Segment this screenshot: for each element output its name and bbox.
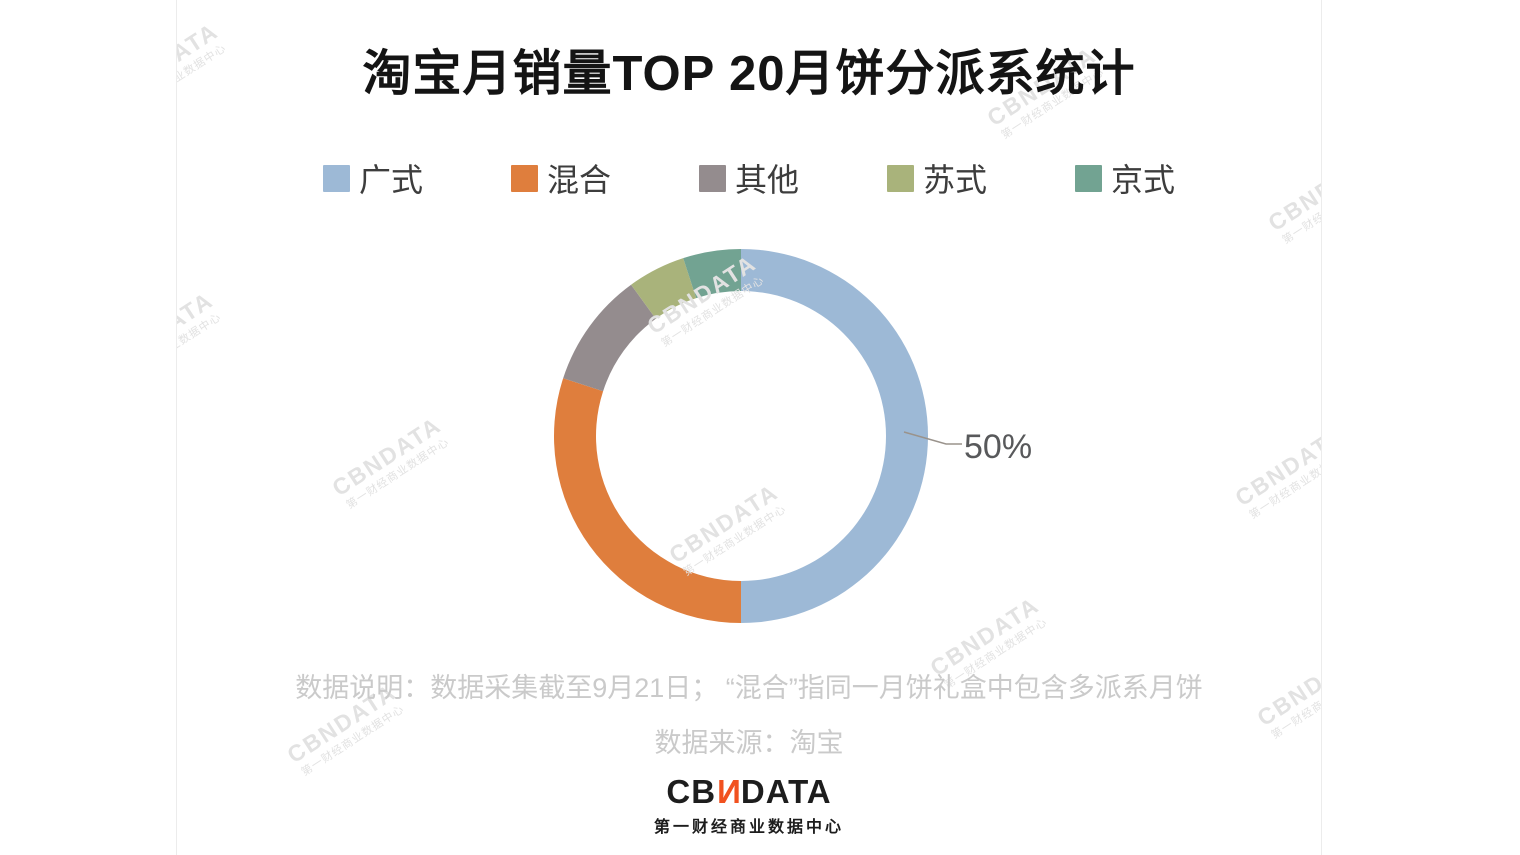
logo-accent-n: N	[716, 773, 741, 810]
infographic-canvas: CBNDATA 第一财经商业数据中心 CBNDATA 第一财经商业数据中心 CB…	[176, 0, 1322, 855]
watermark-brand: CBNDATA	[176, 286, 218, 377]
legend-label: 广式	[358, 162, 423, 198]
cbndata-logo: CBNDATA 第一财经商业数据中心	[177, 773, 1321, 837]
legend-swatch-qita	[698, 164, 726, 192]
watermark-brand: CBNDATA	[1230, 421, 1322, 512]
legend-label: 京式	[1111, 162, 1176, 198]
pie-slice-其他	[563, 284, 656, 392]
legend-label: 混合	[546, 162, 611, 198]
logo-suffix: DATA	[740, 773, 832, 810]
data-source: 数据来源：淘宝	[654, 728, 844, 758]
pie-slice-广式	[741, 249, 928, 623]
pie-slice-苏式	[631, 258, 697, 319]
watermark: CBNDATA 第一财经商业数据中心	[317, 405, 465, 520]
chart-title: 淘宝月销量TOP 20月饼分派系统计	[362, 47, 1136, 101]
watermark-subtitle: 第一财经商业数据中心	[344, 436, 452, 512]
legend-swatch-hunhe	[510, 164, 538, 192]
legend-label: 其他	[734, 162, 799, 198]
donut-chart	[553, 249, 962, 623]
watermark-subtitle: 第一财经商业数据中心	[1247, 446, 1322, 522]
watermark: CBNDATA 第一财经商业数据中心	[1220, 415, 1322, 530]
cbndata-logo-text: CBNDATA	[177, 773, 1321, 810]
watermark-subtitle: 第一财经商业数据中心	[176, 311, 224, 387]
legend-swatch-sushi	[887, 164, 914, 192]
watermark: CBNDATA 第一财经商业数据中心	[176, 280, 237, 395]
legend-item-sushi: 苏式	[887, 155, 987, 201]
legend-item-hunhe: 混合	[510, 155, 611, 201]
pie-slice-京式	[683, 249, 741, 299]
logo-prefix: CB	[666, 773, 717, 810]
watermark-brand: CBNDATA	[327, 411, 446, 502]
chart-legend: 广式 混合 其他 苏式 京式	[177, 155, 1321, 201]
legend-swatch-guangshi	[322, 164, 350, 192]
pie-slice-混合	[553, 378, 741, 623]
legend-item-jingshi: 京式	[1075, 155, 1175, 201]
logo-subtitle: 第一财经商业数据中心	[653, 819, 844, 836]
legend-swatch-jingshi	[1075, 164, 1103, 192]
legend-item-qita: 其他	[698, 155, 799, 201]
label-leader-line	[903, 431, 962, 445]
slice-value-label: 50%	[964, 428, 1033, 466]
legend-item-guangshi: 广式	[322, 155, 423, 201]
data-note: 数据说明：数据采集截至9月21日； “混合”指同一月饼礼盒中包含多派系月饼	[295, 673, 1203, 703]
legend-label: 苏式	[923, 162, 988, 198]
